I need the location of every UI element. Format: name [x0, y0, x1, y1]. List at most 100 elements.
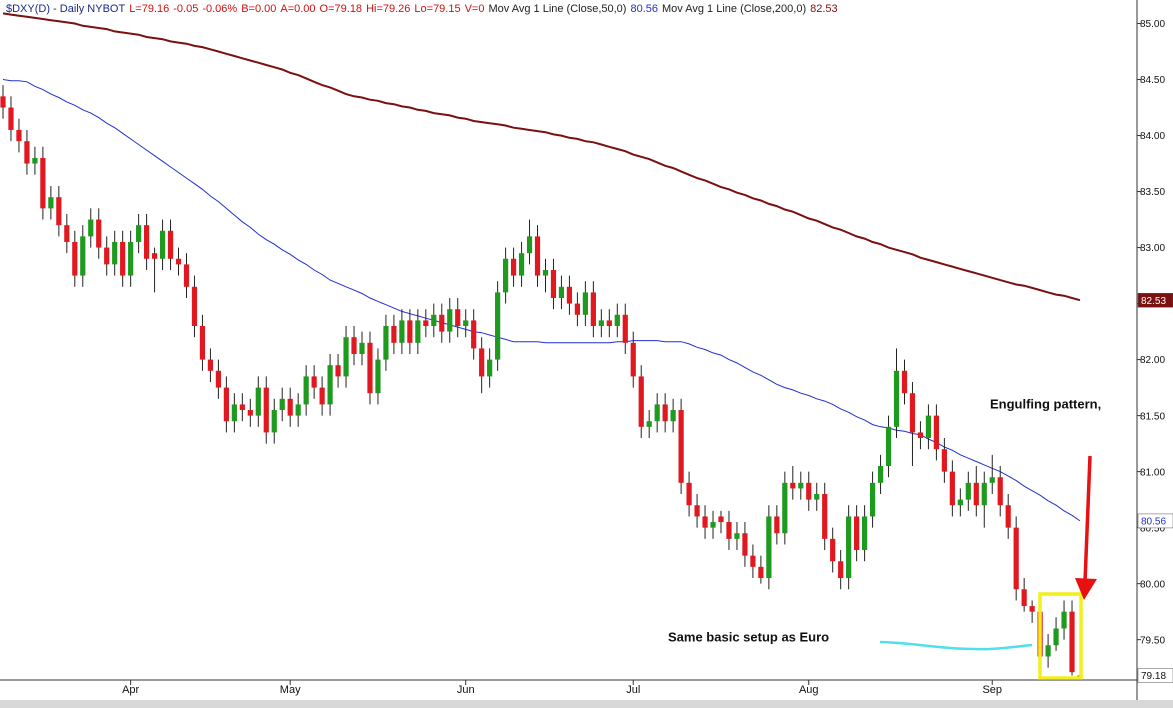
candle-body: [510, 258, 517, 276]
header: $DXY(D) - Daily NYBOT L=79.16 -0.05 -0.06% B…: [6, 3, 838, 15]
candle-body: [279, 398, 285, 411]
header-item: 80.56: [630, 3, 658, 15]
candle-body: [144, 225, 150, 259]
candle-body: [566, 286, 573, 304]
candle-body: [120, 241, 126, 276]
candle-body: [231, 404, 237, 422]
candle-body: [957, 499, 963, 506]
candle-body: [670, 410, 676, 422]
candle-body: [550, 269, 557, 298]
header-item: -0.05: [173, 3, 198, 15]
header-item: B=0.00: [241, 3, 276, 15]
candle-body: [1005, 505, 1011, 528]
candle-body: [710, 522, 716, 528]
candle-body: [917, 432, 924, 439]
candle-body: [774, 516, 780, 534]
candle-body: [447, 309, 453, 332]
x-tick-label: Sep: [982, 684, 1002, 696]
candle-body: [255, 387, 261, 416]
candle-body: [159, 230, 166, 259]
candle-body: [1029, 606, 1035, 612]
candle-body: [790, 482, 796, 489]
highlight-box: [1038, 592, 1083, 680]
candle-body: [726, 522, 732, 539]
arrow-head: [1075, 578, 1097, 600]
candle-body: [1013, 527, 1019, 590]
candle-body: [806, 482, 812, 500]
candle-body: [1061, 611, 1067, 629]
candle-body: [869, 482, 876, 517]
candle-body: [343, 337, 349, 377]
candle-body: [877, 466, 884, 483]
y-tick-label: 81.00: [1140, 467, 1165, 478]
candle-body: [838, 561, 844, 579]
candle-body: [598, 320, 604, 326]
last-price-label: 79.18: [1141, 671, 1166, 682]
candle-body: [518, 253, 525, 276]
candle-body: [431, 314, 437, 326]
candle-body: [295, 404, 301, 416]
candle-body: [1053, 628, 1059, 646]
candle-body: [167, 230, 174, 259]
x-tick-label: May: [280, 684, 301, 696]
candle-body: [56, 197, 62, 226]
candle-body: [136, 225, 142, 242]
candle-body: [933, 415, 939, 450]
candle-body: [311, 376, 317, 388]
candle-body: [72, 241, 78, 276]
candle-body: [80, 236, 86, 276]
candle-body: [1045, 645, 1051, 657]
y-tick-label: 85.00: [1140, 19, 1165, 30]
candle-body: [782, 482, 788, 534]
candle-body: [630, 342, 636, 377]
y-tick-label: 84.00: [1140, 131, 1165, 142]
candle-body: [423, 320, 429, 326]
candle-body: [463, 320, 469, 326]
candle-body: [104, 247, 110, 265]
candle-body: [814, 494, 820, 500]
candle-body: [88, 219, 94, 237]
candle-body: [503, 258, 509, 293]
candle-body: [287, 398, 293, 416]
header-item: L=79.16: [129, 3, 169, 15]
candle-body: [32, 157, 38, 164]
candle-body: [399, 320, 405, 343]
y-tick-label: 79.50: [1140, 635, 1165, 646]
candle-body: [207, 359, 214, 371]
candle-body: [96, 219, 102, 248]
candle-body: [239, 404, 245, 411]
candle-body: [247, 410, 253, 416]
candle-body: [574, 303, 580, 315]
candle-body: [941, 449, 947, 472]
candle-body: [830, 538, 836, 562]
header-item: A=0.00: [280, 3, 315, 15]
candle-body: [1021, 589, 1027, 607]
x-tick-label: Apr: [122, 684, 139, 696]
candle-body: [997, 477, 1003, 506]
moving-average: [2, 12, 1081, 302]
candle-body: [885, 426, 892, 467]
candle-body: [854, 516, 860, 551]
candle-body: [622, 314, 628, 343]
candle-body: [271, 410, 277, 433]
candle-body: [319, 387, 325, 405]
candle-body: [215, 370, 221, 388]
candle-body: [678, 410, 684, 483]
candle-body: [24, 141, 30, 164]
candle-body: [606, 320, 612, 326]
y-tick-label: 84.50: [1140, 75, 1165, 86]
candle-body: [223, 387, 229, 422]
ma200-price-box: [1137, 292, 1173, 308]
y-tick-label: 80.50: [1140, 523, 1165, 534]
candle-body: [893, 370, 900, 427]
candle-body: [702, 516, 708, 528]
y-tick-label: 82.00: [1140, 355, 1165, 366]
header-item: Mov Avg 1 Line (Close,200,0): [662, 3, 806, 15]
candle-body: [359, 342, 365, 355]
last-price-box: [1137, 668, 1173, 683]
candle-body: [407, 320, 413, 343]
candle-body: [981, 482, 987, 506]
candle-body: [471, 320, 477, 349]
candle-body: [183, 264, 190, 287]
candle-body: [766, 516, 772, 579]
